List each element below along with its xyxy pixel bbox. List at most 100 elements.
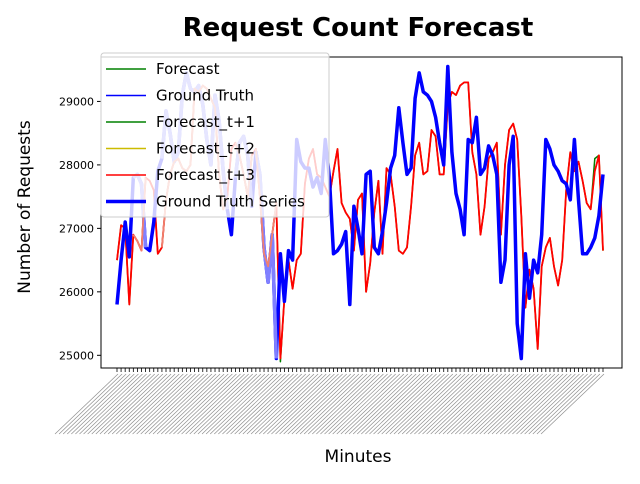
x-tick-label-mark-69 <box>336 373 401 435</box>
x-tick-label-mark-71 <box>344 373 409 435</box>
x-tick-label-mark-50 <box>258 373 323 435</box>
x-tick-label-mark-18 <box>128 373 192 435</box>
x-tick-label-mark-80 <box>381 373 445 435</box>
x-tick-label-mark-46 <box>242 373 307 435</box>
x-tick-label-mark-27 <box>165 373 229 435</box>
x-tick-label-mark-117 <box>532 373 597 435</box>
x-tick-label-mark-115 <box>524 373 588 435</box>
x-axis <box>54 368 605 435</box>
x-tick-label-mark-52 <box>267 373 331 435</box>
x-tick-label-mark-57 <box>287 373 352 435</box>
y-axis: 25000 26000 27000 28000 29000 <box>59 95 101 362</box>
x-tick-label-mark-62 <box>307 373 372 435</box>
x-tick-label-mark-118 <box>536 373 601 435</box>
x-tick-label-mark-17 <box>124 373 188 435</box>
x-tick-label-mark-35 <box>197 373 262 435</box>
x-tick-label-mark-114 <box>520 373 584 435</box>
x-tick-label-mark-113 <box>516 373 580 435</box>
legend-label-forecast-t-2: Forecast_t+2 <box>156 140 255 159</box>
x-tick-label-mark-86 <box>405 373 470 435</box>
chart-title: Request Count Forecast <box>183 13 534 43</box>
x-tick-label-mark-51 <box>263 373 327 435</box>
x-tick-label-mark-70 <box>340 373 405 435</box>
x-tick-label-mark-55 <box>279 373 343 435</box>
x-tick-label-mark-84 <box>397 373 462 435</box>
x-tick-label-mark-30 <box>177 373 241 435</box>
x-tick-label-mark-0 <box>54 373 119 435</box>
x-tick-label-mark-36 <box>201 373 266 435</box>
x-tick-label-mark-76 <box>365 373 429 435</box>
x-tick-label-mark-12 <box>103 373 168 435</box>
legend-label-ground-truth: Ground Truth <box>156 87 254 105</box>
x-tick-label-mark-82 <box>389 373 454 435</box>
x-tick-label-mark-21 <box>140 373 205 435</box>
x-tick-label-mark-1 <box>58 373 123 435</box>
x-tick-label-mark-16 <box>120 373 184 435</box>
x-tick-label-mark-53 <box>271 373 335 435</box>
x-tick-label-mark-58 <box>291 373 356 435</box>
y-tick-label-27000: 27000 <box>59 222 94 235</box>
x-tick-label-mark-24 <box>152 373 217 435</box>
x-tick-label-mark-37 <box>205 373 270 435</box>
x-tick-label-mark-87 <box>410 373 474 435</box>
x-tick-label-mark-108 <box>495 373 560 435</box>
x-tick-label-mark-85 <box>401 373 466 435</box>
x-tick-label-mark-19 <box>132 373 196 435</box>
x-tick-label-mark-32 <box>185 373 249 435</box>
x-tick-label-mark-73 <box>352 373 417 435</box>
x-tick-label-mark-98 <box>454 373 519 435</box>
x-tick-label-mark-31 <box>181 373 245 435</box>
x-tick-label-mark-59 <box>295 373 360 435</box>
x-tick-label-mark-26 <box>160 373 225 435</box>
legend-label-ground-truth-series: Ground Truth Series <box>156 193 305 211</box>
x-tick-label-mark-109 <box>499 373 564 435</box>
legend: Forecast Ground Truth Forecast_t+1 Forecast… <box>100 52 330 218</box>
x-tick-label-mark-107 <box>491 373 556 435</box>
x-tick-label-mark-4 <box>71 373 135 435</box>
x-tick-label-mark-106 <box>487 373 552 435</box>
x-tick-label-mark-110 <box>504 373 568 435</box>
x-tick-label-mark-33 <box>189 373 254 435</box>
x-tick-label-mark-65 <box>320 373 384 435</box>
legend-label-forecast: Forecast <box>156 60 220 78</box>
y-tick-label-28000: 28000 <box>59 159 94 172</box>
x-tick-label-mark-25 <box>156 373 221 435</box>
x-tick-label-mark-6 <box>79 373 143 435</box>
x-tick-label-mark-28 <box>169 373 233 435</box>
x-tick-label-mark-10 <box>95 373 160 435</box>
legend-label-forecast-t-3: Forecast_t+3 <box>156 166 255 185</box>
x-tick-label-mark-72 <box>348 373 413 435</box>
x-tick-label-mark-91 <box>426 373 490 435</box>
x-tick-label-mark-61 <box>303 373 368 435</box>
x-tick-label-mark-54 <box>275 373 339 435</box>
x-tick-label-mark-111 <box>508 373 572 435</box>
x-tick-label-mark-104 <box>479 373 543 435</box>
x-tick-label-mark-78 <box>373 373 437 435</box>
x-tick-label-mark-22 <box>144 373 209 435</box>
x-tick-label-mark-97 <box>450 373 515 435</box>
x-tick-label-mark-75 <box>361 373 425 435</box>
x-tick-label-mark-40 <box>218 373 282 435</box>
x-tick-label-mark-66 <box>324 373 388 435</box>
y-tick-label-26000: 26000 <box>59 286 94 299</box>
x-tick-label-mark-15 <box>116 373 180 435</box>
x-tick-label-mark-88 <box>414 373 478 435</box>
x-tick-label-mark-14 <box>111 373 176 435</box>
x-tick-label-mark-44 <box>234 373 298 435</box>
x-tick-label-mark-102 <box>471 373 535 435</box>
x-tick-label-mark-41 <box>222 373 286 435</box>
x-tick-label-mark-13 <box>107 373 172 435</box>
x-tick-label-mark-81 <box>385 373 450 435</box>
x-tick-label-mark-90 <box>422 373 486 435</box>
x-tick-label-mark-96 <box>446 373 511 435</box>
x-tick-label-mark-7 <box>83 373 147 435</box>
x-tick-label-mark-92 <box>430 373 494 435</box>
x-tick-label-mark-83 <box>393 373 458 435</box>
x-tick-label-mark-101 <box>467 373 531 435</box>
legend-label-forecast-t-1: Forecast_t+1 <box>156 113 255 132</box>
x-tick-label-mark-47 <box>246 373 311 435</box>
x-tick-label-mark-56 <box>283 373 347 435</box>
x-tick-label-mark-42 <box>226 373 290 435</box>
